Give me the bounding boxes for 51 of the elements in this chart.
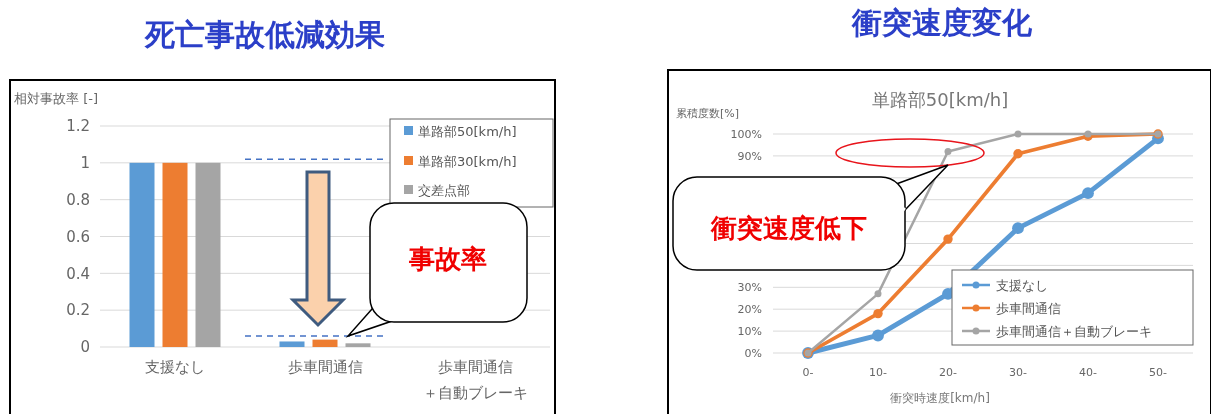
legend-label: 支援なし (996, 277, 1048, 293)
y-tick-label: 10% (737, 324, 762, 338)
x-tick-label: 20- (939, 366, 958, 379)
x-tick-label: 歩車間通信＋自動ブレーキ (422, 358, 528, 402)
y-tick-label: 1 (80, 154, 90, 173)
chart-subtitle: 単路部50[km/h] (871, 89, 1009, 110)
y-axis-title: 相対事故率 [-] (14, 91, 98, 106)
legend-label: 歩車間通信 (996, 300, 1061, 316)
point (1012, 222, 1024, 235)
legend-label: 単路部30[km/h] (418, 153, 517, 169)
y-tick-label: 1.2 (66, 117, 90, 136)
point (874, 290, 882, 298)
x-tick-label: 支援なし (145, 358, 205, 376)
x-tick-label: 10- (869, 366, 888, 379)
y-tick-label: 20% (737, 303, 762, 317)
y-tick-label: 0.8 (66, 190, 90, 209)
point (1013, 149, 1023, 159)
y-tick-label: 0.2 (66, 301, 90, 320)
point (872, 329, 884, 342)
x-tick-label: 0- (802, 366, 814, 379)
annotation: 衝突速度低下 (710, 213, 867, 243)
x-tick-label: 50- (1149, 366, 1168, 379)
legend-label: 単路部50[km/h] (418, 123, 517, 139)
point (944, 148, 952, 156)
chart-title: 衝突速度変化 (851, 5, 1033, 40)
point (873, 308, 883, 319)
x-axis-title: 衝突時速度[km/h] (890, 391, 990, 405)
y-tick-label: 0% (744, 346, 762, 360)
x-tick-label: 40- (1079, 366, 1098, 379)
y-tick-label: 90% (737, 149, 762, 163)
bar (195, 162, 221, 347)
x-tick-label: 歩車間通信 (287, 358, 363, 376)
y-tick-label: 0.6 (66, 227, 90, 246)
legend-label: 交差点部 (418, 182, 470, 198)
y-tick-label: 30% (737, 281, 762, 295)
y-tick-label: 0 (80, 338, 90, 357)
point (1014, 130, 1022, 138)
bar (129, 162, 155, 347)
bar (162, 162, 188, 347)
point (943, 234, 953, 244)
y-axis-title: 累積度数[%] (676, 107, 740, 120)
annotation: 事故率 (408, 244, 487, 274)
bar (345, 343, 371, 347)
y-tick-label: 100% (730, 127, 762, 141)
y-tick-label: 0.4 (66, 264, 90, 283)
legend-label: 歩車間通信＋自動ブレーキ (996, 323, 1152, 339)
x-tick-label: 30- (1009, 366, 1028, 379)
bar (312, 339, 338, 347)
point (1082, 187, 1094, 200)
chart-title: 死亡事故低減効果 (144, 17, 385, 52)
bar (279, 341, 305, 347)
